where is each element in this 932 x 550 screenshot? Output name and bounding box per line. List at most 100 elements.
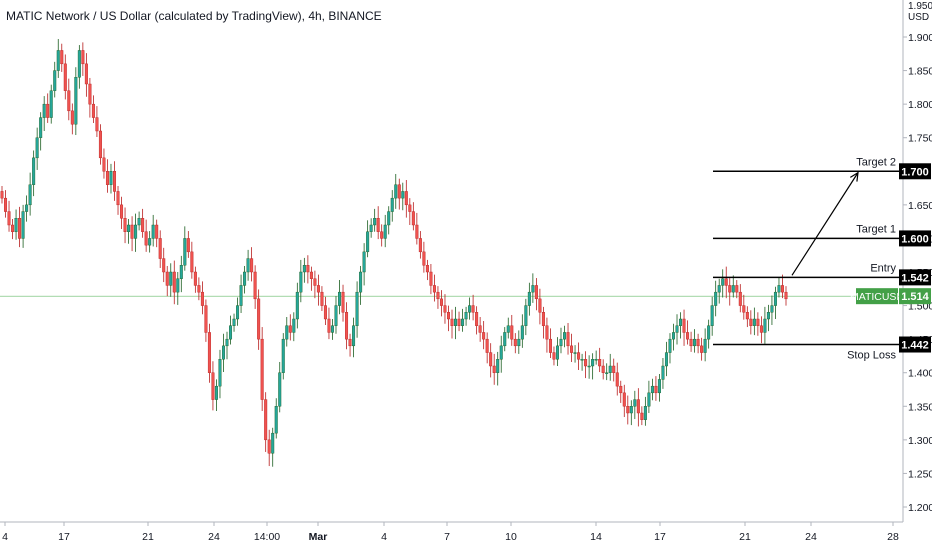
candle-body: [320, 291, 324, 306]
candles: [0, 39, 788, 467]
candle-body: [541, 312, 545, 326]
y-tick-label: 1.800: [908, 99, 932, 111]
current-price-tag: [899, 288, 931, 305]
level-label: Stop Loss: [847, 350, 896, 362]
candle-body: [482, 332, 486, 340]
candle-body: [327, 318, 331, 333]
candle-body: [605, 372, 609, 374]
candle-body: [626, 406, 630, 414]
candle-body: [446, 312, 450, 320]
candle-body: [763, 318, 767, 333]
x-tick-label: 17: [58, 531, 70, 543]
candle-body: [74, 77, 78, 125]
candle-body: [506, 325, 510, 333]
x-tick-label: 14:00: [254, 531, 280, 543]
candle-body: [366, 231, 370, 253]
candle-body: [88, 83, 92, 105]
candle-body: [675, 325, 679, 333]
candle-body: [70, 110, 74, 125]
y-tick-label: 1.300: [908, 435, 932, 447]
candle-body: [401, 191, 405, 199]
candle-body: [281, 338, 285, 373]
candle-body: [436, 291, 440, 300]
candle-body: [555, 345, 559, 360]
level-price-tag: [899, 163, 931, 180]
y-tick-label: 1.750: [908, 133, 932, 145]
candle-body: [190, 251, 194, 273]
candle-body: [619, 385, 623, 394]
candle-body: [186, 238, 190, 253]
candle-body: [499, 345, 503, 360]
candle-body: [373, 218, 377, 226]
candle-body: [105, 171, 109, 185]
candle-body: [682, 318, 686, 333]
candle-body: [253, 271, 257, 300]
candle-body: [548, 338, 552, 353]
candle-body: [267, 439, 271, 454]
candle-body: [98, 130, 102, 159]
candle-body: [710, 305, 714, 326]
candle-body: [777, 285, 781, 293]
candle-body: [155, 224, 159, 239]
candle-body: [221, 345, 225, 360]
candle-body: [243, 271, 247, 286]
candle-body: [464, 312, 468, 320]
candle-body: [408, 204, 412, 212]
candle-body: [679, 318, 683, 326]
candle-body: [390, 197, 394, 212]
trade-arrow: [791, 171, 859, 276]
candle-body: [21, 211, 25, 239]
candle-body: [591, 359, 595, 367]
candle-body: [478, 325, 482, 333]
level-label: Entry: [870, 262, 896, 274]
trade-arrow-line[interactable]: [791, 172, 859, 276]
candle-body: [721, 278, 725, 286]
level-price-tag-text: 1.600: [901, 233, 929, 245]
candle-body: [316, 285, 320, 293]
candle-body: [116, 191, 120, 206]
candle-body: [299, 271, 303, 293]
level-price-tag: [899, 336, 931, 353]
candle-body: [773, 291, 777, 306]
x-tick-label: 21: [739, 531, 751, 543]
candle-body: [510, 325, 514, 340]
candle-body: [759, 325, 763, 333]
candle-body: [306, 265, 310, 273]
candle-body: [323, 305, 327, 320]
candle-body: [534, 285, 538, 300]
candle-body: [587, 365, 591, 368]
x-tick-label: 24: [805, 531, 817, 543]
candle-body: [60, 50, 64, 65]
candle-body: [454, 318, 458, 326]
candle-body: [577, 352, 581, 360]
candle-body: [397, 184, 401, 199]
candle-body: [615, 372, 619, 387]
candle-body: [257, 298, 261, 340]
candle-body: [91, 103, 95, 118]
x-tick-label: Mar: [309, 531, 328, 543]
candle-body: [141, 218, 145, 232]
candle-body: [102, 157, 106, 172]
candle-body: [696, 338, 700, 347]
candle-body: [285, 325, 289, 340]
candle-body: [302, 265, 306, 273]
y-tick-label: 1.900: [908, 32, 932, 44]
candle-body: [531, 285, 535, 293]
candle-body: [524, 305, 528, 326]
candle-body: [650, 385, 654, 394]
candle-body: [689, 338, 693, 347]
levels: Target 2 Target 1 Entry Stop Loss: [713, 156, 900, 362]
candle-body: [735, 285, 739, 293]
candle-body: [461, 318, 465, 326]
candle-body: [39, 117, 43, 138]
candle-body: [661, 365, 665, 380]
candle-body: [387, 211, 391, 226]
candle-body: [629, 406, 633, 414]
candle-body: [545, 325, 549, 340]
candle-body: [745, 312, 749, 320]
candle-body: [197, 285, 201, 293]
candle-body: [664, 352, 668, 367]
candle-body: [355, 291, 359, 326]
candle-body: [752, 318, 756, 326]
